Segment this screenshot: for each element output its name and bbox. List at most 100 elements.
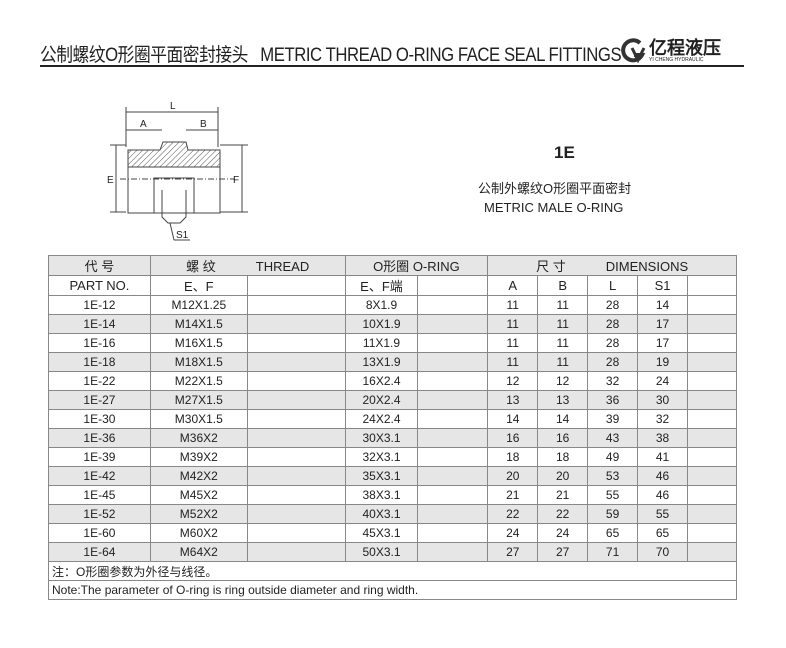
dim-a-cell: 27 [487,542,539,562]
table-row: 1E-12 M12X1.25 8X1.9 11 11 28 14 [48,295,737,315]
blank-cell [417,428,489,448]
thread-cell: M52X2 [149,504,248,524]
part-no-cell: 1E-42 [48,466,151,486]
dim-s1-cell: 46 [637,466,688,486]
blank-cell [417,409,489,429]
blank-cell [417,542,489,562]
part-no-cell: 1E-18 [48,352,151,372]
blank-cell [246,314,346,334]
dim-a-cell: 11 [487,295,539,315]
dim-s1-cell: 19 [637,352,688,372]
table-row: 1E-16 M16X1.5 11X1.9 11 11 28 17 [48,333,737,353]
blank-cell [687,352,737,372]
logo-name-cn: 亿程液压 [649,38,721,58]
dim-b-cell: 18 [537,447,589,467]
blank-cell [246,371,346,391]
part-no-cell: 1E-27 [48,390,151,410]
thread-cell: M36X2 [149,428,248,448]
table-row: 1E-27 M27X1.5 20X2.4 13 13 36 30 [48,390,737,410]
blank-cell [417,466,489,486]
brand-logo: 亿程液压 YI CHENG HYDRAULIC [620,38,721,64]
part-no-cell: 1E-22 [48,371,151,391]
dim-s1-cell: 41 [637,447,688,467]
dim-l-cell: 49 [587,447,639,467]
part-header-cn: 代 号 [48,255,151,276]
blank-cell [687,428,737,448]
oring-cell: 50X3.1 [344,542,419,562]
blank-cell [246,390,346,410]
dim-b-cell: 22 [537,504,589,524]
thread-cell: M60X2 [149,523,248,543]
dim-s1-cell: 55 [637,504,688,524]
table-row: 1E-14 M14X1.5 10X1.9 11 11 28 17 [48,314,737,334]
dim-l-cell: 28 [587,295,639,315]
dim-a-cell: 13 [487,390,539,410]
thread-cell: M14X1.5 [149,314,248,334]
blank-cell [687,371,737,391]
blank-cell [246,447,346,467]
blank-cell [246,333,346,353]
dim-l-cell: 55 [587,485,639,505]
label-f: F [233,175,239,186]
oring-cell: 8X1.9 [344,295,419,315]
blank-cell [687,314,737,334]
dim-b-cell: 16 [537,428,589,448]
note-en: Note:The parameter of O-ring is ring out… [48,580,737,600]
label-b: B [200,119,207,130]
dim-l-cell: 36 [587,390,639,410]
dim-a-cell: 11 [487,314,539,334]
blank-cell [246,295,346,315]
title-en: METRIC THREAD O-RING FACE SEAL FITTINGS [260,45,622,66]
dim-s1-cell: 30 [637,390,688,410]
dim-s1-cell: 32 [637,409,688,429]
thread-cell: M16X1.5 [149,333,248,353]
label-s1: S1 [176,230,189,241]
blank-cell [246,275,346,296]
blank-cell [687,295,737,315]
blank-cell [417,295,489,315]
table-row: 1E-36 M36X2 30X3.1 16 16 43 38 [48,428,737,448]
dim-l-cell: 28 [587,333,639,353]
blank-cell [246,542,346,562]
oring-cell: 45X3.1 [344,523,419,543]
thread-header-cn: 螺 纹 [186,259,216,274]
oring-cell: 35X3.1 [344,466,419,486]
label-a: A [140,119,147,130]
product-desc-cn: 公制外螺纹O形圈平面密封 [478,181,632,196]
header-rule [40,65,744,67]
dim-s1-cell: 17 [637,314,688,334]
oring-cell: 38X3.1 [344,485,419,505]
sub-header-row: PART NO. E、F E、F端 A B L S1 [48,275,737,296]
thread-ef-header: E、F [149,275,248,296]
table-row: 1E-64 M64X2 50X3.1 27 27 71 70 [48,542,737,562]
dim-b-cell: 20 [537,466,589,486]
blank-cell [417,504,489,524]
thread-cell: M39X2 [149,447,248,467]
table-row: 1E-39 M39X2 32X3.1 18 18 49 41 [48,447,737,467]
dim-s1-cell: 46 [637,485,688,505]
dim-a-cell: 16 [487,428,539,448]
dim-l-cell: 65 [587,523,639,543]
note-cn: 注：O形圈参数为外径与线径。 [48,561,737,581]
blank-cell [417,447,489,467]
table-row: 1E-30 M30X1.5 24X2.4 14 14 39 32 [48,409,737,429]
dim-l-cell: 28 [587,352,639,372]
dim-s1-cell: 17 [637,333,688,353]
blank-cell [246,428,346,448]
blank-cell [417,275,489,296]
blank-cell [246,485,346,505]
dim-s1-cell: 65 [637,523,688,543]
page-title: 公制螺纹O形圈平面密封接头 METRIC THREAD O-RING FACE S… [40,40,622,67]
blank-cell [687,409,737,429]
dim-a-cell: 20 [487,466,539,486]
dim-header-en: DIMENSIONS [605,259,689,274]
s1-header: S1 [637,275,688,296]
a-header: A [487,275,539,296]
dim-b-cell: 21 [537,485,589,505]
fitting-drawing: L A B E F S1 [107,101,248,241]
blank-cell [417,523,489,543]
dim-b-cell: 11 [537,333,589,353]
dim-s1-cell: 14 [637,295,688,315]
dim-a-cell: 11 [487,352,539,372]
